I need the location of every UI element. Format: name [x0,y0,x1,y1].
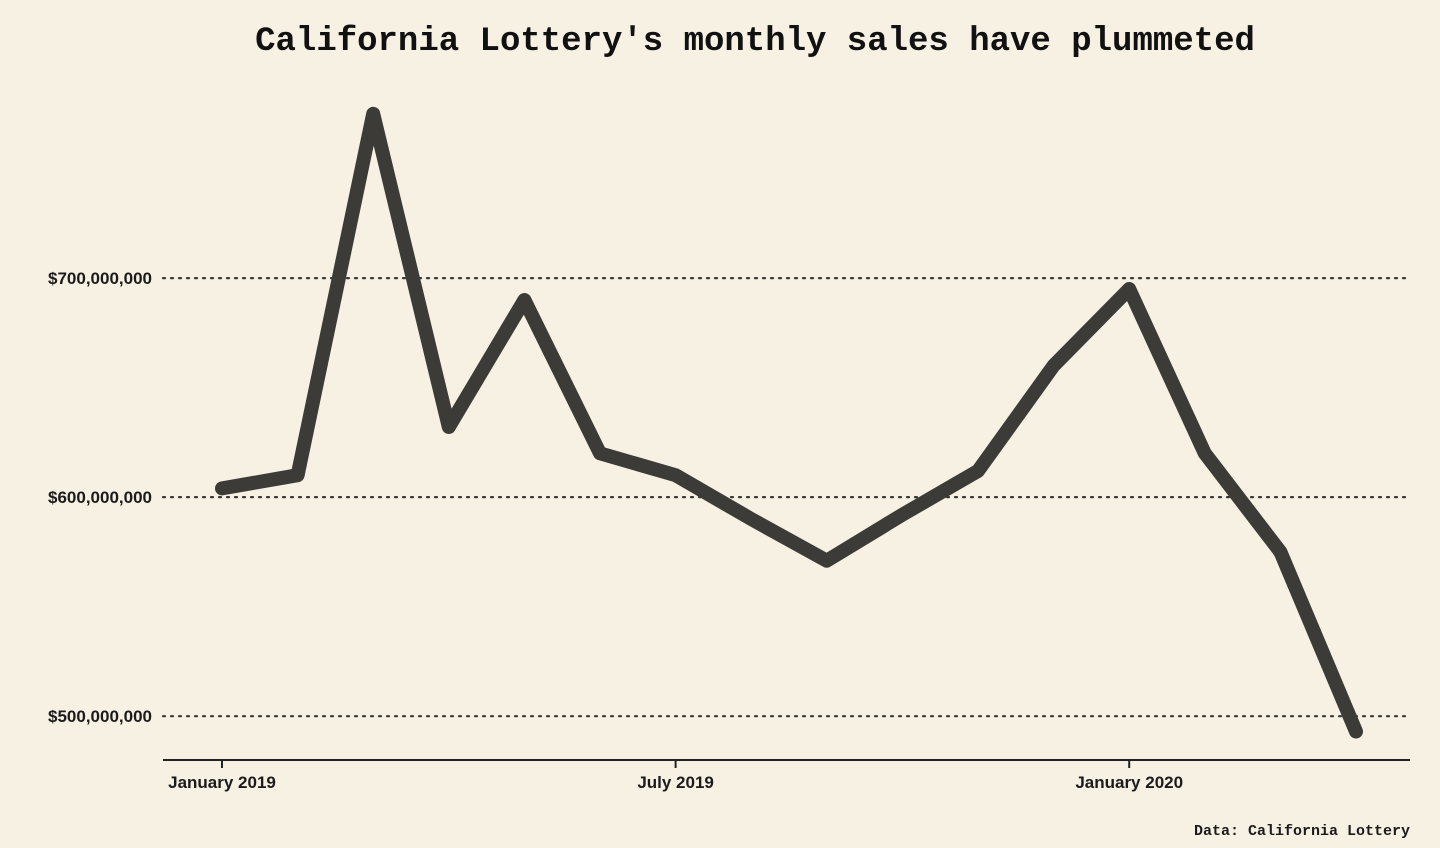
data-point [901,514,903,516]
data-point [750,518,752,520]
chart-source-note: Data: California Lottery [1194,823,1410,840]
y-tick-label: $600,000,000 [48,488,152,507]
data-point [221,487,223,489]
y-tick-label: $700,000,000 [48,269,152,288]
data-point [675,474,677,476]
data-point [1128,288,1130,290]
data-point [1053,365,1055,367]
data-point [826,560,828,562]
data-point [372,113,374,115]
data-point [599,452,601,454]
data-point [977,470,979,472]
y-tick-label: $500,000,000 [48,707,152,726]
series-line-0 [215,106,1363,739]
y-gridlines [161,276,1412,718]
data-point [448,426,450,428]
x-tick-label: January 2019 [168,773,276,792]
data-point [1204,452,1206,454]
x-tick-label: July 2019 [637,773,714,792]
y-tick-labels: $500,000,000 $600,000,000 $700,000,000 [48,269,152,726]
x-ticks: January 2019 July 2019 January 2020 [168,760,1183,792]
x-tick-label: January 2020 [1075,773,1183,792]
series-group [215,106,1363,739]
data-point [1279,551,1281,553]
data-point [297,474,299,476]
data-point [1355,731,1357,733]
data-point [523,299,525,301]
chart-title: California Lottery's monthly sales have … [255,23,1255,61]
